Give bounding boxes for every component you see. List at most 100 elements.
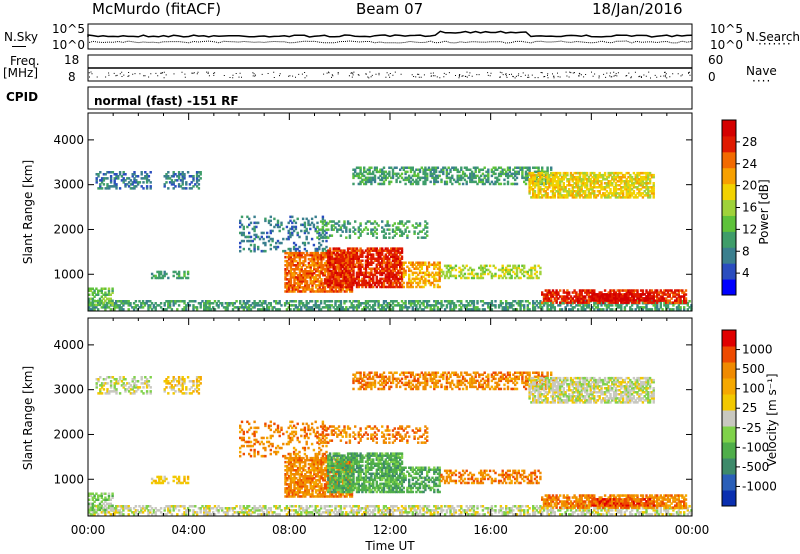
range-cell [508, 276, 511, 280]
range-cell [593, 184, 596, 187]
range-cell [311, 288, 314, 291]
range-cell [177, 171, 181, 174]
range-cell [116, 304, 120, 307]
range-cell [361, 174, 364, 178]
range-cell [494, 272, 497, 276]
range-cell [564, 301, 567, 304]
range-cell [555, 295, 558, 298]
range-cell [391, 172, 395, 176]
range-cell [418, 265, 422, 269]
range-cell [339, 253, 343, 256]
range-cell [589, 196, 592, 199]
range-cell [246, 306, 249, 309]
range-cell [174, 173, 177, 176]
range-cell [515, 272, 519, 276]
range-cell [133, 181, 136, 184]
range-cell [436, 273, 440, 277]
range-cell [330, 300, 334, 303]
range-cell [400, 279, 404, 283]
range-cell [287, 237, 290, 241]
range-cell [641, 299, 645, 302]
range-cell [557, 180, 560, 183]
range-cell [433, 176, 436, 180]
range-cell [355, 277, 359, 281]
range-cell [566, 297, 569, 300]
range-cell [147, 308, 150, 311]
range-cell [95, 511, 98, 514]
range-cell [188, 304, 192, 307]
range-cell [584, 175, 587, 179]
range-cell [325, 300, 328, 303]
range-cell [539, 178, 542, 181]
colorbar-tick-label: 20 [742, 179, 757, 193]
range-cell [300, 223, 303, 227]
range-cell [286, 266, 289, 269]
range-cell [568, 178, 571, 181]
range-cell [304, 286, 307, 289]
range-cell [246, 308, 249, 311]
range-cell [474, 168, 477, 172]
range-cell [656, 304, 659, 307]
range-cell [201, 300, 204, 303]
range-cell [291, 251, 294, 255]
range-cell [321, 306, 325, 309]
range-cell [298, 264, 302, 267]
range-cell [305, 302, 308, 305]
range-cell [505, 170, 508, 174]
range-cell [409, 166, 413, 170]
range-cell [402, 168, 405, 172]
range-cell [598, 299, 601, 302]
range-cell [300, 290, 303, 293]
range-cell [316, 231, 319, 235]
range-cell [627, 188, 630, 191]
range-cell [569, 173, 573, 177]
range-cell [314, 247, 317, 251]
range-cell [562, 178, 565, 181]
range-cell [630, 299, 634, 302]
range-cell [582, 196, 585, 199]
range-cell [620, 295, 623, 298]
range-cell [106, 183, 109, 186]
range-cell [481, 300, 485, 303]
range-cell [433, 166, 436, 170]
range-cell [426, 265, 429, 269]
range-cell [683, 301, 686, 304]
range-cell [314, 264, 318, 267]
range-cell [106, 304, 109, 307]
range-cell [566, 291, 569, 294]
range-cell [391, 273, 395, 277]
range-cell [294, 221, 298, 225]
range-cell [363, 168, 366, 172]
range-cell [440, 268, 443, 272]
range-cell [681, 295, 684, 298]
range-cell [304, 255, 307, 259]
range-cell [481, 178, 485, 182]
range-cell [312, 304, 316, 307]
range-cell [373, 271, 377, 275]
range-cell [639, 289, 643, 292]
range-cell [181, 300, 184, 303]
range-cell [639, 188, 643, 191]
range-cell [264, 249, 267, 253]
range-cell [681, 300, 684, 303]
range-cell [372, 253, 375, 256]
range-cell [313, 282, 316, 285]
range-cell [206, 308, 209, 311]
range-cell [429, 273, 432, 277]
range-cell [313, 268, 316, 271]
range-cell [106, 297, 109, 301]
range-cell [668, 293, 671, 296]
range-cell [246, 302, 249, 305]
range-cell [304, 290, 307, 293]
range-cell [293, 257, 296, 261]
range-cell [190, 187, 193, 190]
range-cell [663, 302, 666, 305]
range-cell [379, 304, 382, 307]
range-cell [593, 175, 596, 179]
range-cell [636, 171, 639, 175]
range-cell [275, 300, 278, 303]
range-cell [354, 232, 357, 235]
range-cell [537, 170, 540, 174]
range-cell [596, 180, 600, 183]
range-cell [648, 295, 652, 298]
